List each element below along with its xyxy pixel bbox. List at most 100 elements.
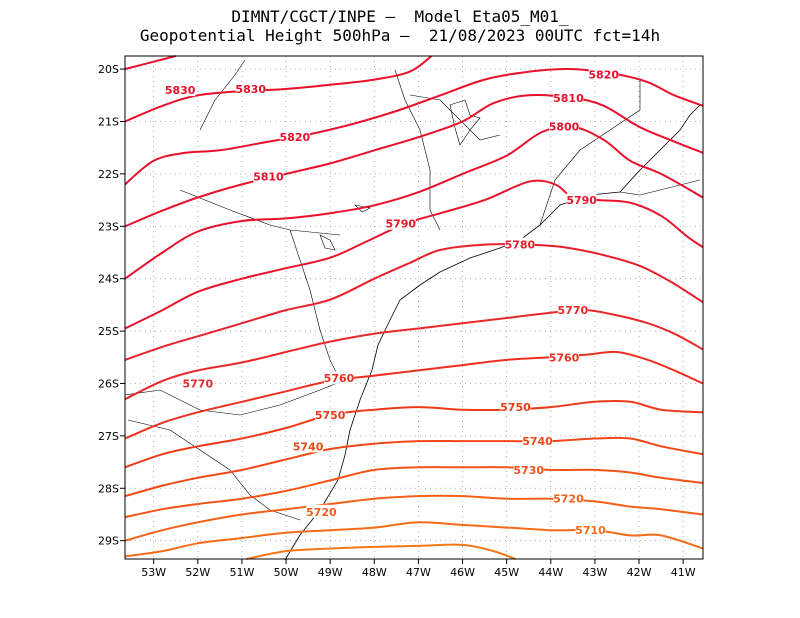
contour-5730 <box>124 466 704 519</box>
lake <box>449 99 481 146</box>
lon-tick-label: 48W <box>362 566 387 579</box>
state-border <box>124 379 346 416</box>
lat-tick-label: 21S <box>98 115 119 128</box>
lon-tick-label: 42W <box>627 566 652 579</box>
state-border <box>619 179 701 196</box>
contour-5810 <box>124 94 704 228</box>
contour-label-bg <box>553 491 584 505</box>
lon-tick-label: 41W <box>671 566 696 579</box>
contour-label-bg <box>253 169 284 183</box>
contour-label: 5820 <box>280 131 311 144</box>
contour-5710 <box>124 521 704 558</box>
contour-label-bg <box>165 83 196 97</box>
contour-label-bg <box>522 434 553 448</box>
contour-label: 5810 <box>253 171 284 184</box>
contour-label: 5770 <box>558 304 589 317</box>
contour-label: 5740 <box>522 435 553 448</box>
contour-label: 5820 <box>588 68 619 81</box>
contour-label-bg <box>566 193 597 207</box>
contour-label: 5780 <box>505 239 536 252</box>
latitude-ticks: 20S 21S 22S 23S 24S 25S 26S 27S 28S 29S <box>98 63 125 548</box>
contour-5700 <box>246 543 516 560</box>
coastline <box>284 104 701 561</box>
contour-label-bg <box>549 350 580 364</box>
contour-labels: 5830 5830 5820 5820 5810 5810 5800 5790 5790 5780… <box>165 67 619 537</box>
contour-5760 <box>124 350 704 440</box>
contour-lines <box>124 55 704 560</box>
lat-tick-label: 23S <box>98 220 119 233</box>
contour-label: 5760 <box>549 351 580 364</box>
longitude-ticks: 53W 52W 51W 50W 49W 48W 47W 46W 45W 44W 43W 42W 41W <box>141 559 696 579</box>
lon-tick-label: 45W <box>494 566 519 579</box>
contour-5790 <box>124 179 704 330</box>
contour-label-bg <box>588 67 619 81</box>
lon-tick-label: 47W <box>406 566 431 579</box>
state-border <box>199 59 246 131</box>
contour-label: 5730 <box>513 464 544 477</box>
contour-label-bg <box>235 82 266 96</box>
lat-tick-label: 26S <box>98 377 119 390</box>
contour-label: 5720 <box>306 506 337 519</box>
contour-label: 5740 <box>293 440 324 453</box>
state-border <box>127 419 301 521</box>
contour-label: 5760 <box>324 372 355 385</box>
contour-5740 <box>124 436 704 498</box>
contour-label: 5800 <box>549 121 580 134</box>
contour-5800 <box>124 125 704 280</box>
contour-label: 5750 <box>315 409 346 422</box>
contour-5830 <box>124 55 433 123</box>
lon-tick-label: 51W <box>229 566 254 579</box>
contour-label: 5750 <box>500 401 531 414</box>
contour-label: 5810 <box>553 92 584 105</box>
lon-tick-label: 53W <box>141 566 166 579</box>
lon-tick-label: 52W <box>185 566 210 579</box>
contour-5820 <box>124 68 704 186</box>
contour-label: 5830 <box>165 84 196 97</box>
contour-5830 <box>124 55 176 71</box>
lon-tick-label: 46W <box>450 566 475 579</box>
lon-tick-label: 43W <box>582 566 607 579</box>
contour-label-bg <box>279 130 310 144</box>
lat-tick-label: 25S <box>98 325 119 338</box>
contour-label-bg <box>315 407 346 421</box>
lake <box>319 234 336 251</box>
contour-label-bg <box>553 90 584 104</box>
chart-title-line2: Geopotential Height 500hPa – 21/08/2023 … <box>139 26 661 45</box>
state-border <box>394 69 441 231</box>
lon-tick-label: 50W <box>274 566 299 579</box>
contour-label-bg <box>306 504 337 518</box>
contour-label: 5830 <box>235 83 266 96</box>
map-frame <box>124 55 704 560</box>
chart-title-line1: DIMNT/CGCT/INPE – Model Eta05_M01_ <box>231 7 569 26</box>
state-border <box>289 229 341 381</box>
contour-5750 <box>124 399 704 469</box>
state-border <box>179 189 341 236</box>
state-border <box>539 80 641 226</box>
contour-label-bg <box>513 462 544 476</box>
contour-label-bg <box>323 371 354 385</box>
contour-label: 5790 <box>385 218 416 231</box>
contour-5770 <box>124 309 704 401</box>
contour-label-bg <box>182 376 213 390</box>
lat-tick-label: 22S <box>98 168 119 181</box>
contour-label-bg <box>575 523 606 537</box>
lon-tick-label: 44W <box>538 566 563 579</box>
contour-label-bg <box>557 303 588 317</box>
contour-label-bg <box>385 216 416 230</box>
contour-label: 5710 <box>575 524 606 537</box>
lat-tick-label: 20S <box>98 63 119 76</box>
contour-label-bg <box>293 439 324 453</box>
contour-label-bg <box>500 400 531 414</box>
lat-tick-label: 27S <box>98 430 119 443</box>
contour-5720 <box>124 494 704 542</box>
lat-tick-label: 28S <box>98 482 119 495</box>
contour-label: 5790 <box>566 194 597 207</box>
lat-tick-label: 24S <box>98 273 119 286</box>
map-grid <box>125 56 703 559</box>
contour-label: 5770 <box>182 377 213 390</box>
contour-label-bg <box>504 237 535 251</box>
contour-5780 <box>124 243 704 361</box>
coastline-and-borders <box>124 59 701 561</box>
lon-tick-label: 49W <box>318 566 343 579</box>
